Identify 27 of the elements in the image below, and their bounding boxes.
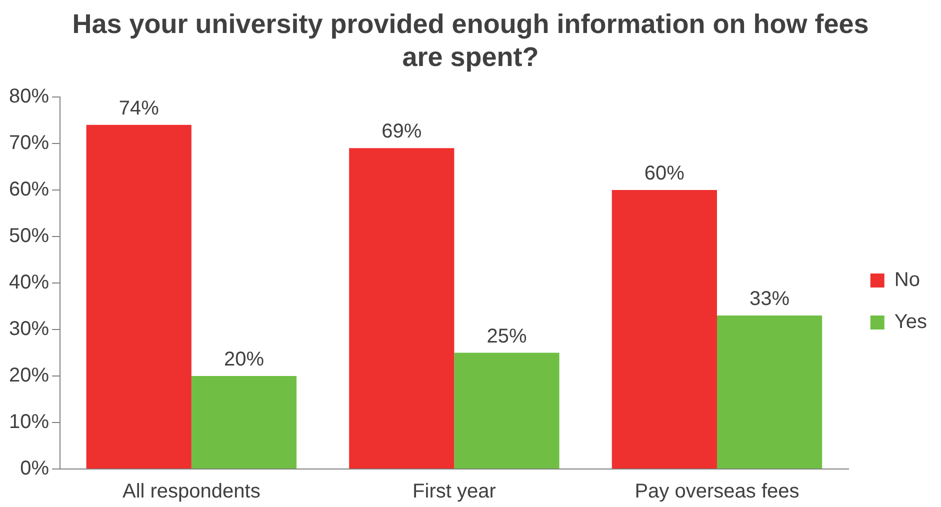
x-tick-label: All respondents (122, 480, 260, 503)
bar (612, 190, 717, 468)
y-tick-label: 60% (9, 178, 50, 201)
y-tick-label: 80% (9, 86, 50, 108)
bar (86, 124, 192, 468)
text: 69% (382, 120, 422, 143)
y-tick-label: 0% (20, 458, 50, 480)
bar (191, 376, 297, 468)
y-tick-label: 50% (9, 225, 50, 248)
text: 25% (486, 325, 527, 348)
y-tick-label: 40% (9, 272, 50, 294)
chart-title: Has your university provided enough information on how fees are spent? (71, 8, 870, 74)
text: 60% (644, 162, 684, 185)
text: 33% (750, 288, 790, 310)
legend-label: No (894, 269, 920, 292)
y-tick-label: 10% (9, 411, 50, 434)
y-tick-label: 20% (9, 364, 50, 387)
text: 20% (224, 348, 264, 371)
bar (349, 148, 454, 468)
bar (716, 316, 822, 468)
x-tick-label: First year (412, 480, 496, 503)
text: 74% (118, 97, 159, 120)
y-tick-label: 70% (9, 132, 50, 154)
y-tick-label: 30% (9, 318, 50, 340)
legend-label: Yes (894, 311, 928, 334)
bar (454, 352, 560, 468)
x-tick-label: Pay overseas fees (634, 480, 800, 503)
